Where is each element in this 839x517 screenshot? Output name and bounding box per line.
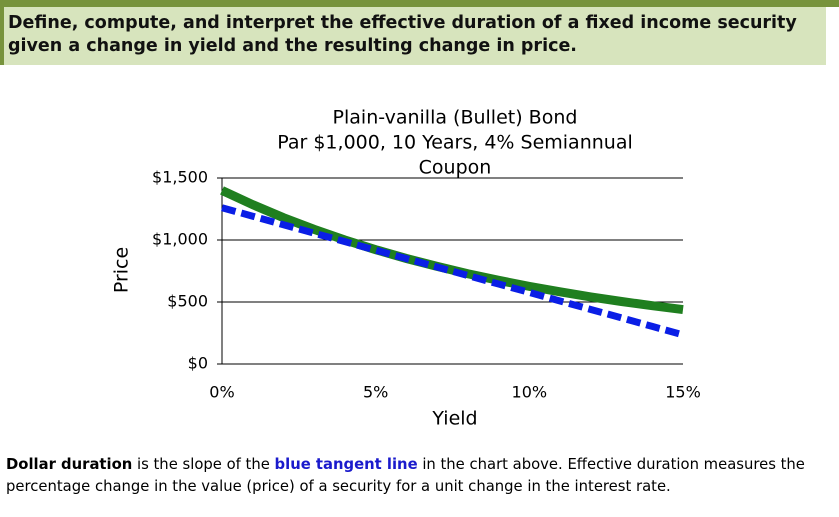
chart-title: Coupon — [419, 157, 492, 179]
y-tick-label: $1,000 — [152, 230, 208, 249]
highlight: blue tangent line — [274, 456, 418, 473]
x-tick-label: 5% — [363, 383, 388, 402]
chart: Plain-vanilla (Bullet) Bond Par $1,000, 1… — [111, 107, 701, 430]
footer-line: Dollar duration is the slope of the blue… — [6, 456, 805, 473]
term: Dollar duration — [6, 456, 133, 473]
text: in the chart above. Effective duration m… — [417, 456, 805, 473]
header-title: Define, compute, and interpret the effec… — [0, 7, 826, 65]
footer-line: percentage change in the value (price) o… — [6, 478, 671, 495]
x-tick-label: 0% — [209, 383, 234, 402]
y-tick-label: $0 — [188, 354, 208, 373]
series-line — [220, 186, 684, 315]
x-tick-label: 10% — [512, 383, 548, 402]
chart-title: Par $1,000, 10 Years, 4% Semiannual — [277, 132, 633, 154]
y-tick-label: $1,500 — [152, 168, 208, 187]
text: is the slope of the — [132, 456, 275, 473]
x-axis-label: Yield — [431, 408, 477, 430]
top-bar — [0, 0, 839, 7]
x-tick-label: 15% — [665, 383, 701, 402]
y-tick-label: $500 — [167, 292, 208, 311]
y-axis-label: Price — [111, 247, 133, 293]
chart-title: Plain-vanilla (Bullet) Bond — [333, 107, 578, 129]
